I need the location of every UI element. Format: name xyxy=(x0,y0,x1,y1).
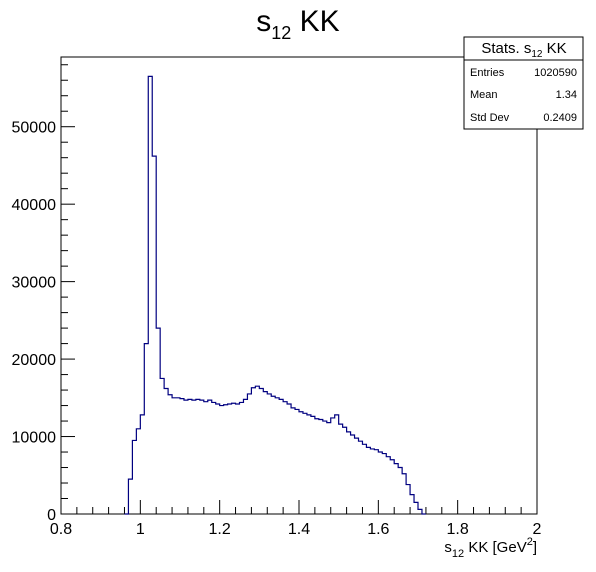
histogram-bin xyxy=(136,429,140,514)
histogram-bin xyxy=(263,392,267,514)
histogram-bin xyxy=(291,408,295,514)
histogram-bin xyxy=(299,412,303,514)
histogram-bin xyxy=(232,403,236,514)
y-tick-label: 50000 xyxy=(12,120,57,137)
x-tick-label: 1.6 xyxy=(367,521,389,538)
histogram-bin xyxy=(140,415,144,514)
histogram-bin xyxy=(236,404,240,514)
histogram-bin xyxy=(243,399,247,514)
y-tick-label: 30000 xyxy=(12,275,57,292)
x-tick-label: 1.4 xyxy=(288,521,310,538)
histogram-bin xyxy=(295,409,299,514)
histogram-bin xyxy=(335,415,339,514)
histogram-bin xyxy=(188,399,192,514)
histogram-bin xyxy=(370,449,374,514)
histogram-bin xyxy=(378,452,382,514)
histogram-bin xyxy=(271,396,275,514)
y-axis xyxy=(61,64,75,515)
histogram-bin xyxy=(275,398,279,514)
x-tick-label: 1.2 xyxy=(209,521,231,538)
histogram-bin xyxy=(212,402,216,514)
x-tick-label: 0.8 xyxy=(50,521,72,538)
stats-mean-label: Mean xyxy=(470,89,498,101)
histogram-bin xyxy=(359,441,363,514)
histogram-bin xyxy=(311,416,315,514)
histogram-bin xyxy=(362,444,366,514)
histogram-bin xyxy=(303,413,307,514)
x-axis xyxy=(60,500,538,514)
histogram-bin xyxy=(327,423,331,514)
histogram-bins xyxy=(128,76,422,514)
histogram-bin xyxy=(255,386,259,514)
histogram-bin xyxy=(287,404,291,514)
histogram-bin xyxy=(259,389,263,514)
y-tick-label: 40000 xyxy=(12,197,57,214)
histogram-bin xyxy=(168,395,172,514)
x-tick-label: 2 xyxy=(533,521,542,538)
histogram-bin xyxy=(216,404,220,514)
stats-mean-value: 1.34 xyxy=(556,89,577,101)
histogram-bin xyxy=(200,400,204,514)
histogram-bin xyxy=(176,398,180,514)
chart-title: s12 KK xyxy=(256,5,339,43)
histogram-bin xyxy=(351,435,355,514)
histogram-bin xyxy=(347,432,351,514)
histogram-bin xyxy=(279,399,283,514)
histogram-bin xyxy=(315,419,319,514)
histogram-bin xyxy=(192,400,196,514)
stats-box-frame xyxy=(463,36,584,130)
histogram-bin xyxy=(366,447,370,514)
histogram-bin xyxy=(240,402,244,514)
stats-stddev-label: Std Dev xyxy=(470,112,510,124)
histogram-bin xyxy=(319,420,323,514)
histogram-bin xyxy=(339,424,343,514)
histogram-bin xyxy=(307,415,311,514)
histogram-bin xyxy=(251,388,255,514)
y-tick-label: 20000 xyxy=(12,352,57,369)
histogram-bin xyxy=(160,378,164,514)
histogram-bin xyxy=(343,427,347,514)
histogram-bin xyxy=(398,468,402,514)
y-tick-label: 0 xyxy=(47,507,56,524)
histogram-bin xyxy=(196,399,200,514)
stats-box-title: Stats. s12 KK xyxy=(481,40,566,60)
histogram-bin xyxy=(204,402,208,514)
histogram-bin xyxy=(172,398,176,514)
histogram-bin xyxy=(180,399,184,514)
histogram-bin xyxy=(164,389,168,514)
histogram-bin xyxy=(267,394,271,514)
x-axis-label: s12 KK [GeV2] xyxy=(444,536,537,560)
x-tick-label: 1 xyxy=(136,521,145,538)
x-tick-label: 1.8 xyxy=(447,521,469,538)
histogram-bin xyxy=(390,460,394,514)
x-tick-labels: 0.8 1 1.2 1.4 1.6 1.8 2 xyxy=(50,521,542,538)
histogram-bin xyxy=(331,418,335,514)
histogram-bin xyxy=(382,454,386,514)
stats-stddev-value: 0.2409 xyxy=(543,112,577,124)
histogram-bin xyxy=(374,450,378,514)
stats-box: Stats. s12 KK Entries 1020590 Mean 1.34 … xyxy=(463,36,584,130)
histogram-bin xyxy=(184,400,188,514)
y-tick-labels: 0 10000 20000 30000 40000 50000 xyxy=(12,120,57,524)
histogram-bin xyxy=(386,457,390,514)
histogram-bin xyxy=(247,394,251,514)
histogram-bin xyxy=(208,400,212,514)
y-tick-label: 10000 xyxy=(12,430,57,447)
histogram-bin xyxy=(323,421,327,514)
histogram-bin xyxy=(283,402,287,514)
histogram-bin xyxy=(394,464,398,514)
histogram-bin xyxy=(355,438,359,514)
stats-entries-value: 1020590 xyxy=(534,67,577,79)
histogram-bin xyxy=(228,404,232,514)
histogram-bin xyxy=(220,406,224,514)
histogram-series-line xyxy=(124,75,426,515)
stats-entries-label: Entries xyxy=(470,67,505,79)
histogram-bin xyxy=(224,405,228,514)
